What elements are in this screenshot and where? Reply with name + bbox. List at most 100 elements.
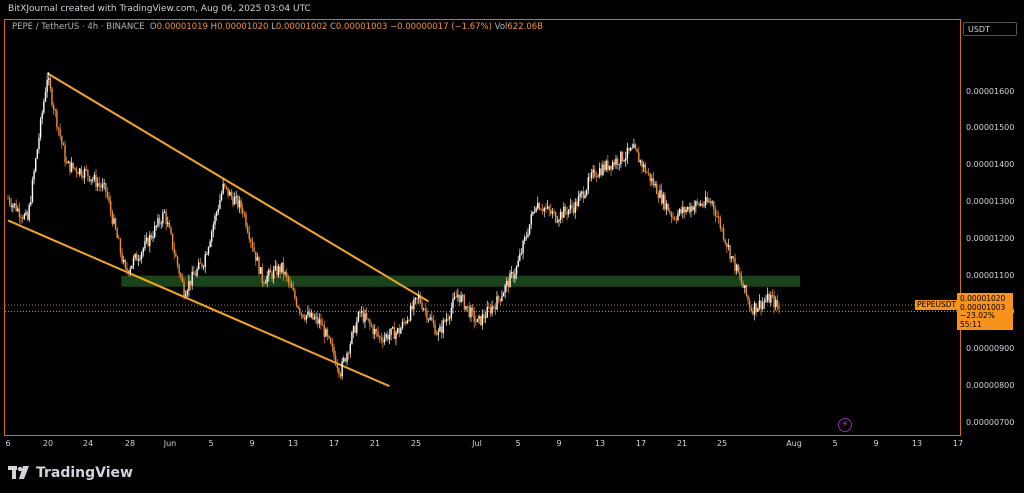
candle-body: [571, 204, 573, 208]
candle-body: [343, 358, 345, 362]
candle-body: [243, 213, 246, 215]
candle-body: [639, 160, 642, 163]
candle-body: [628, 147, 630, 151]
candle-body: [457, 294, 459, 298]
candle-body: [109, 201, 112, 212]
candle-body: [351, 332, 353, 344]
candle-body: [634, 144, 637, 149]
candle-body: [297, 305, 299, 309]
candle-body: [576, 201, 578, 207]
candle-body: [320, 319, 322, 325]
candle-body: [313, 318, 316, 320]
candle-body: [592, 169, 594, 173]
candle-body: [543, 207, 545, 211]
candle-body: [202, 266, 205, 268]
candle-body: [183, 281, 185, 297]
candle-body: [768, 293, 770, 303]
candle-body: [72, 162, 74, 168]
candle-body: [758, 300, 761, 309]
candle-body: [675, 219, 677, 221]
chart-pane[interactable]: [4, 19, 961, 436]
candle-body: [75, 168, 78, 173]
candle-body: [722, 228, 725, 240]
currency-label[interactable]: USDT: [963, 22, 1017, 36]
candle-body: [398, 328, 400, 334]
candle-body: [277, 266, 280, 276]
symbol-legend: PEPE / TetherUS · 4h · BINANCE O0.000010…: [12, 22, 543, 32]
candle-body: [207, 247, 210, 254]
price-tag-upper: 0.00001020: [960, 294, 1006, 303]
candle-body: [388, 334, 391, 340]
candle-body: [561, 211, 563, 218]
candle-body: [87, 169, 89, 176]
candle-body: [569, 204, 572, 210]
candle-body: [633, 144, 635, 148]
price-tick-label: 0.00001400: [966, 160, 1015, 170]
candle-body: [279, 266, 281, 273]
candle-body: [400, 328, 402, 334]
candle-body: [683, 207, 686, 213]
candle-body: [334, 355, 337, 365]
candle-body: [706, 196, 708, 202]
candle-body: [535, 208, 537, 212]
candle-body: [460, 295, 462, 303]
candle-body: [515, 266, 518, 275]
candle-body: [568, 209, 570, 215]
candle-body: [613, 162, 616, 165]
last-price-tag: 0.00001020 0.00001003 −23.02% 55:11: [957, 293, 1013, 330]
candle-body: [638, 152, 640, 163]
candle-body: [305, 315, 307, 320]
candle-body: [563, 206, 565, 218]
candle-body: [181, 276, 184, 282]
candle-body: [228, 191, 231, 196]
candle-body: [303, 317, 306, 320]
candle-body: [616, 158, 619, 165]
candle-body: [290, 283, 293, 288]
candle-body: [471, 307, 474, 311]
candle-body: [150, 235, 153, 239]
candle-body: [522, 240, 524, 254]
candle-body: [453, 296, 456, 299]
candle-body: [587, 177, 589, 190]
candle-body: [581, 191, 583, 194]
candle-body: [359, 311, 361, 313]
candle-body: [114, 218, 117, 230]
candle-body: [282, 262, 285, 275]
candle-body: [449, 317, 451, 319]
candle-body: [748, 300, 751, 308]
candle-body: [302, 314, 304, 318]
candle-body: [629, 148, 632, 151]
candle-body: [724, 239, 726, 244]
candle-body: [546, 206, 549, 209]
candle-body: [393, 327, 396, 339]
channel-upper-line: [46, 72, 430, 303]
time-tick-label: 5: [832, 439, 838, 448]
candle-body: [582, 191, 585, 199]
candle-body: [664, 194, 666, 210]
candle-body: [735, 264, 738, 271]
open-value: 0.00001019: [156, 22, 208, 32]
candle-body: [204, 254, 206, 267]
candle-body: [514, 274, 516, 279]
candle-body: [134, 253, 136, 259]
candle-body: [564, 206, 567, 212]
candle-body: [294, 290, 296, 299]
lightning-icon[interactable]: ⚡: [838, 418, 852, 432]
candle-body: [691, 206, 694, 211]
candle-body: [483, 314, 485, 319]
candle-body: [21, 217, 24, 219]
candle-body: [30, 201, 32, 205]
candle-body: [246, 226, 249, 233]
candle-body: [615, 158, 617, 165]
candle-body: [139, 258, 141, 260]
candle-body: [13, 203, 16, 206]
candle-body: [276, 265, 278, 276]
candle-body: [189, 280, 192, 285]
candle-body: [338, 368, 340, 374]
candle-body: [362, 311, 365, 322]
candle-body: [318, 319, 321, 324]
candle-body: [349, 343, 351, 354]
symbol-label[interactable]: PEPE / TetherUS · 4h · BINANCE: [12, 22, 145, 32]
time-tick-label: Jun: [163, 439, 177, 448]
